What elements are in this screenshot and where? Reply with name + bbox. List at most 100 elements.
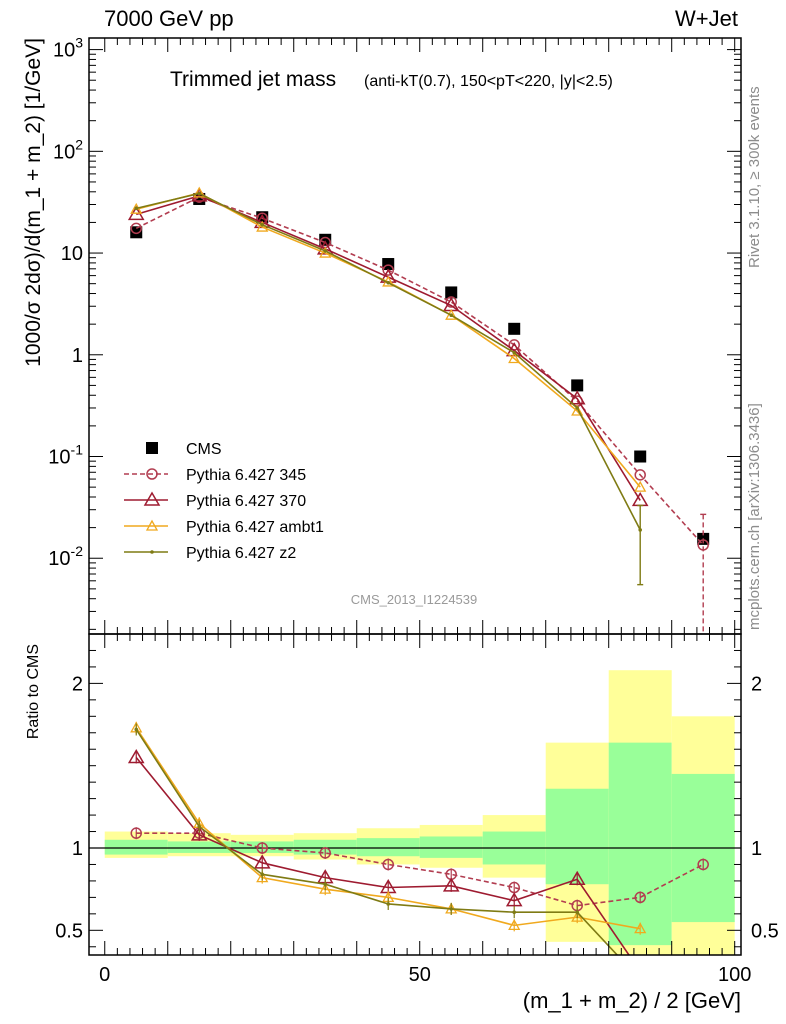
- band-inner-bin: [545, 788, 609, 885]
- ratio-point-ambt1: [571, 910, 584, 922]
- main-point-ambt1: [571, 404, 584, 416]
- ratio-point-p370: [568, 870, 586, 886]
- ratio-point-p370: [505, 892, 523, 907]
- axes-frames: [88, 37, 742, 956]
- main-point-z2: [134, 206, 139, 211]
- ratio-point-z2: [386, 902, 391, 906]
- ratio-point-ambt1: [319, 882, 332, 894]
- ratio-point-p370: [127, 748, 145, 764]
- ratio-point-ambt1: [634, 922, 647, 934]
- ratio-point-p370: [442, 877, 460, 892]
- main-point-p345: [130, 222, 142, 235]
- ratio-uncertainty-bands: [104, 670, 735, 955]
- main-point-z2: [386, 280, 391, 285]
- main-point-p370: [568, 390, 586, 405]
- ratio-point-p345: [256, 842, 268, 854]
- main-point-cms: [508, 322, 521, 335]
- main-point-ambt1: [130, 202, 143, 214]
- ratio-point-z2: [575, 910, 580, 914]
- main-point-z2: [638, 528, 643, 532]
- legend-label-p370: Pythia 6.427 370: [186, 493, 306, 510]
- ratio-point-p345: [382, 858, 394, 871]
- main-point-p345: [382, 264, 394, 276]
- process-type-label: W+Jet: [675, 6, 738, 31]
- main-point-p370: [505, 342, 523, 357]
- legend-marker-p370: [143, 491, 161, 506]
- main-point-ambt1: [508, 352, 521, 364]
- main-ytick-label: 103: [53, 35, 83, 62]
- ratio-y-axis-title: Ratio to CMS: [25, 644, 42, 739]
- main-point-p345: [697, 539, 709, 551]
- main-ytick-label: 10: [61, 243, 83, 265]
- legend-label-p345: Pythia 6.427 345: [186, 467, 306, 484]
- main-point-cms: [571, 379, 584, 392]
- ratio-point-p370: [253, 854, 271, 869]
- axes-ticks: [89, 38, 741, 955]
- ratio-point-ambt1: [256, 871, 269, 883]
- ratio-point-z2: [323, 882, 328, 887]
- analysis-tag: CMS_2013_I1224539: [351, 592, 478, 607]
- main-ytick-label: 1: [72, 345, 83, 367]
- plot-cuts: (anti-kT(0.7), 150<pT<220, |y|<2.5): [364, 73, 613, 90]
- band-inner-bin: [419, 836, 483, 858]
- ratio-xtick-label: 50: [409, 964, 431, 986]
- main-point-z2: [260, 222, 265, 227]
- main-ytick-label: 10-1: [48, 442, 83, 469]
- process-energy-label: 7000 GeV pp: [104, 6, 234, 31]
- ratio-point-z2: [260, 872, 265, 877]
- ratio-point-ambt1: [508, 919, 521, 931]
- ratio-point-p345: [319, 847, 331, 859]
- main-point-cms: [130, 226, 143, 239]
- ratio-xtick-label: 100: [718, 964, 751, 986]
- legend-label-cms: CMS: [186, 441, 222, 458]
- ratio-ytick-label-right: 1: [751, 838, 762, 860]
- main-ytick-label: 102: [53, 136, 83, 163]
- ratio-line-p345: [136, 832, 704, 907]
- main-point-ambt1: [193, 186, 206, 198]
- legend-label-z2: Pythia 6.427 z2: [186, 545, 296, 562]
- main-point-p345: [634, 469, 646, 481]
- ratio-point-z2: [134, 727, 139, 732]
- legend-marker-ambt1: [145, 519, 159, 531]
- legend-label-ambt1: Pythia 6.427 ambt1: [186, 519, 324, 536]
- ratio-point-p345: [634, 891, 646, 904]
- ratio-point-z2: [449, 907, 454, 911]
- ratio-ytick-label: 2: [72, 673, 83, 695]
- main-point-z2: [323, 249, 328, 253]
- main-ytick-label: 10-2: [48, 543, 83, 570]
- main-point-cms: [445, 286, 458, 299]
- main-series-layer: [127, 186, 710, 634]
- main-y-axis-title: 1000/σ 2dσ)/d(m_1 + m_2) [1/GeV]: [22, 38, 45, 367]
- main-point-z2: [512, 350, 517, 355]
- main-point-z2: [449, 313, 454, 317]
- band-inner-bin: [167, 841, 231, 853]
- main-point-z2: [197, 191, 202, 196]
- ratio-point-p345: [697, 858, 709, 871]
- ratio-point-p370: [190, 826, 208, 841]
- legend-marker-p345: [146, 468, 158, 480]
- ratio-point-z2: [512, 910, 517, 914]
- legend: CMS Pythia 6.427 345 Pythia 6.427 370 Pythi…: [124, 441, 324, 562]
- ratio-frame: [88, 633, 742, 956]
- ratio-series-layer: [89, 721, 741, 955]
- legend-marker-z2: [150, 550, 154, 554]
- band-inner-bin: [104, 839, 168, 855]
- x-axis-title: (m_1 + m_2) / 2 [GeV]: [523, 988, 741, 1013]
- ratio-xtick-label: 0: [99, 964, 110, 986]
- main-point-ambt1: [634, 480, 647, 492]
- main-point-z2: [575, 406, 580, 410]
- band-inner-bin: [356, 838, 420, 857]
- band-inner-bin: [608, 742, 672, 946]
- ratio-ytick-label-right: 2: [751, 673, 762, 695]
- ratio-point-p345: [130, 827, 142, 839]
- legend-marker-cms: [146, 442, 158, 454]
- ratio-ytick-label: 1: [72, 838, 83, 860]
- main-line-p345: [135, 196, 704, 546]
- ratio-point-z2: [197, 824, 202, 829]
- main-point-cms: [634, 450, 647, 463]
- plot-title: Trimmed jet mass: [170, 68, 336, 91]
- ratio-ytick-label-right: 0.5: [751, 920, 779, 942]
- ratio-ytick-label: 0.5: [55, 920, 83, 942]
- main-point-cms: [319, 233, 332, 246]
